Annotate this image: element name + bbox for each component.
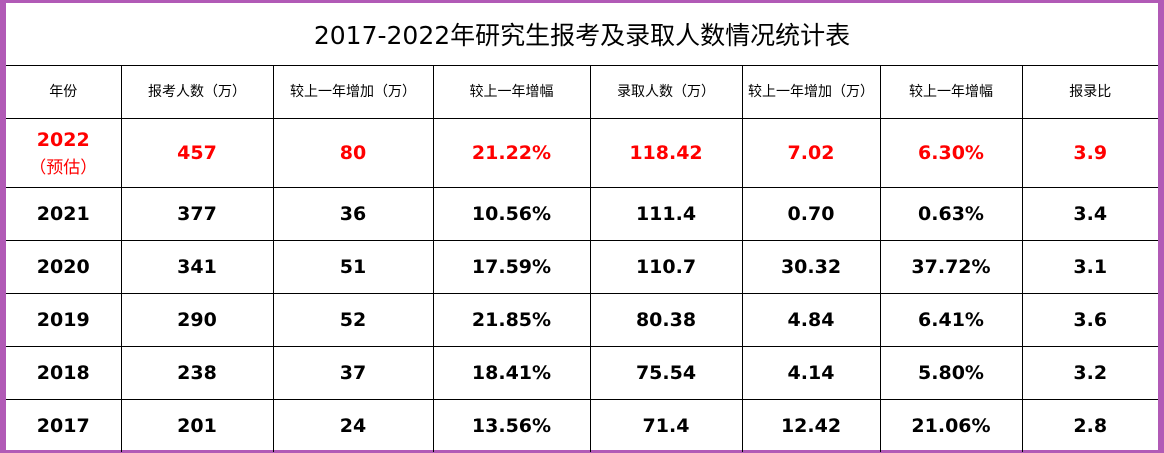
applicants-cell: 290 <box>120 293 274 347</box>
statistics-table: 2017-2022年研究生报考及录取人数情况统计表 年份 报考人数（万） 较上一… <box>6 3 1159 452</box>
admitted-increase-cell: 7.02 <box>741 118 881 188</box>
year-cell: 2020 <box>6 240 122 294</box>
year-cell: 2019 <box>6 293 122 347</box>
table-row: 2017 201 24 13.56% 71.4 12.42 21.06% 2.8 <box>6 399 1159 452</box>
admitted-cell: 75.54 <box>589 346 743 400</box>
applicants-growth-cell: 21.22% <box>432 118 591 188</box>
year-cell: 2018 <box>6 346 122 400</box>
year-cell: 2017 <box>6 399 122 452</box>
applicants-growth-cell: 13.56% <box>432 399 591 452</box>
header-admitted: 录取人数（万） <box>589 65 743 119</box>
admitted-growth-cell: 21.06% <box>879 399 1023 452</box>
header-row: 年份 报考人数（万） 较上一年增加（万） 较上一年增幅 录取人数（万） 较上一年… <box>6 65 1159 119</box>
admitted-cell: 110.7 <box>589 240 743 294</box>
applicants-growth-cell: 21.85% <box>432 293 591 347</box>
admitted-increase-cell: 30.32 <box>741 240 881 294</box>
admitted-growth-cell: 5.80% <box>879 346 1023 400</box>
applicants-cell: 201 <box>120 399 274 452</box>
admitted-cell: 80.38 <box>589 293 743 347</box>
header-admitted-growth: 较上一年增幅 <box>879 65 1023 119</box>
admitted-cell: 71.4 <box>589 399 743 452</box>
header-applicants-growth: 较上一年增幅 <box>432 65 591 119</box>
year-cell: 2022 （预估） <box>6 118 122 188</box>
applicants-cell: 238 <box>120 346 274 400</box>
header-applicants-increase: 较上一年增加（万） <box>272 65 434 119</box>
admitted-increase-cell: 12.42 <box>741 399 881 452</box>
header-year: 年份 <box>6 65 122 119</box>
admitted-growth-cell: 37.72% <box>879 240 1023 294</box>
table-row: 2018 238 37 18.41% 75.54 4.14 5.80% 3.2 <box>6 346 1159 400</box>
header-admitted-increase: 较上一年增加（万） <box>741 65 881 119</box>
applicants-cell: 377 <box>120 187 274 241</box>
ratio-cell: 3.9 <box>1021 118 1159 188</box>
applicants-increase-cell: 36 <box>272 187 434 241</box>
admitted-increase-cell: 4.14 <box>741 346 881 400</box>
admitted-growth-cell: 6.41% <box>879 293 1023 347</box>
year-cell: 2021 <box>6 187 122 241</box>
applicants-growth-cell: 18.41% <box>432 346 591 400</box>
year-note: （预估） <box>29 157 98 178</box>
admitted-cell: 111.4 <box>589 187 743 241</box>
ratio-cell: 2.8 <box>1021 399 1159 452</box>
year-value: 2022 <box>36 128 90 151</box>
admitted-growth-cell: 0.63% <box>879 187 1023 241</box>
table-row: 2020 341 51 17.59% 110.7 30.32 37.72% 3.… <box>6 240 1159 294</box>
admitted-increase-cell: 4.84 <box>741 293 881 347</box>
admitted-cell: 118.42 <box>589 118 743 188</box>
ratio-cell: 3.1 <box>1021 240 1159 294</box>
admitted-growth-cell: 6.30% <box>879 118 1023 188</box>
applicants-cell: 457 <box>120 118 274 188</box>
table-row: 2019 290 52 21.85% 80.38 4.84 6.41% 3.6 <box>6 293 1159 347</box>
applicants-increase-cell: 51 <box>272 240 434 294</box>
table-row: 2021 377 36 10.56% 111.4 0.70 0.63% 3.4 <box>6 187 1159 241</box>
applicants-increase-cell: 80 <box>272 118 434 188</box>
applicants-increase-cell: 52 <box>272 293 434 347</box>
applicants-growth-cell: 17.59% <box>432 240 591 294</box>
ratio-cell: 3.2 <box>1021 346 1159 400</box>
table-row: 2022 （预估） 457 80 21.22% 118.42 7.02 6.30… <box>6 118 1159 188</box>
applicants-growth-cell: 10.56% <box>432 187 591 241</box>
ratio-cell: 3.6 <box>1021 293 1159 347</box>
admitted-increase-cell: 0.70 <box>741 187 881 241</box>
ratio-cell: 3.4 <box>1021 187 1159 241</box>
table-title: 2017-2022年研究生报考及录取人数情况统计表 <box>6 3 1159 66</box>
applicants-cell: 341 <box>120 240 274 294</box>
header-applicants: 报考人数（万） <box>120 65 274 119</box>
header-ratio: 报录比 <box>1021 65 1159 119</box>
applicants-increase-cell: 37 <box>272 346 434 400</box>
applicants-increase-cell: 24 <box>272 399 434 452</box>
